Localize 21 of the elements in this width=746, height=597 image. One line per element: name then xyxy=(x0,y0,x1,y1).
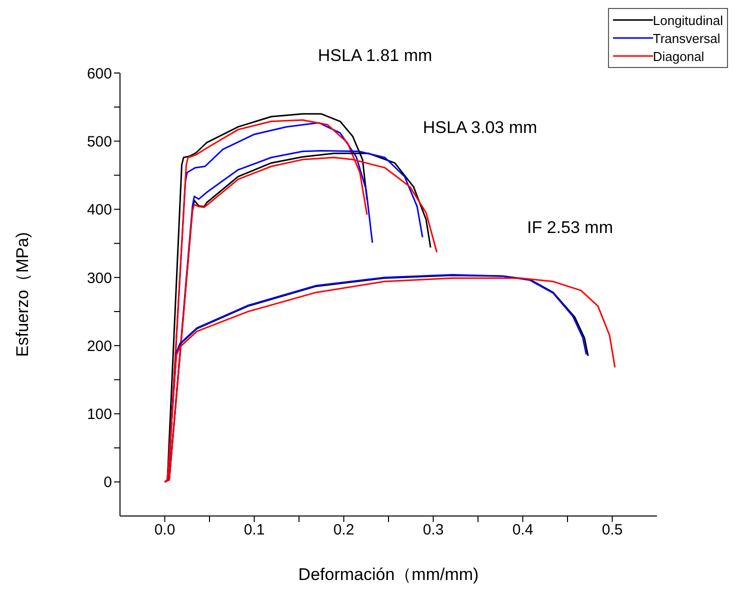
note: HSLA 1.81 mm xyxy=(316,46,434,66)
note: IF 2.53 mm xyxy=(526,218,614,238)
y-tick-label: 300 xyxy=(86,270,112,287)
x-axis-title: Deformación（mm/mm) xyxy=(298,565,479,584)
x-tick-label: 0.4 xyxy=(512,522,534,539)
y-axis-title: Esfuerzo（MPa) xyxy=(13,232,32,357)
y-tick-label: 500 xyxy=(86,133,112,150)
x-tick-label: 0.0 xyxy=(154,522,176,539)
x-tick-label: 0.5 xyxy=(602,522,623,539)
note: HSLA 3.03 mm xyxy=(422,118,538,138)
legend-label: Longitudinal xyxy=(652,12,723,28)
y-tick-label: 600 xyxy=(86,65,112,82)
x-tick-label: 0.2 xyxy=(333,522,354,539)
y-tick-label: 100 xyxy=(86,406,112,424)
legend-label: Diagonal xyxy=(652,48,704,64)
y-tick-label: 400 xyxy=(86,202,112,219)
legend-label: Transversal xyxy=(652,30,720,46)
y-tick-label: 200 xyxy=(86,338,112,355)
y-tick-label: 0 xyxy=(104,474,112,492)
x-tick-label: 0.1 xyxy=(244,522,265,539)
x-tick-label: 0.3 xyxy=(422,522,444,539)
